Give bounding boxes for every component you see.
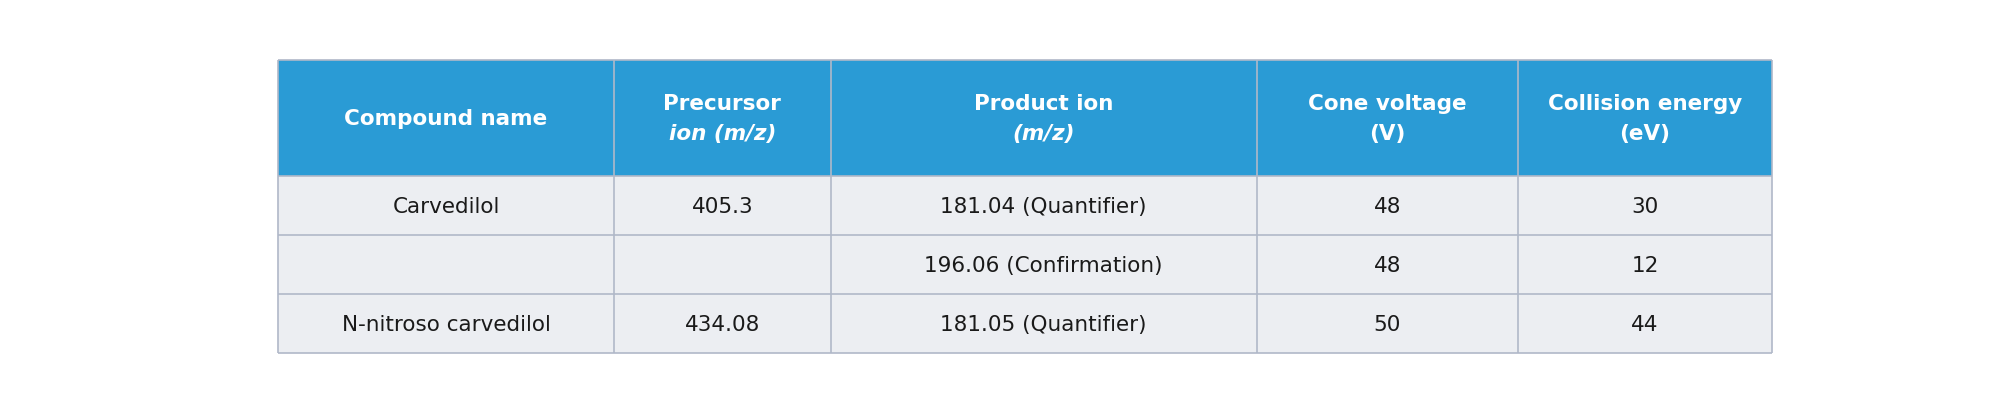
Text: ion (m/z): ion (m/z): [668, 124, 776, 144]
Text: (m/z): (m/z): [1012, 124, 1074, 144]
Text: 181.05 (Quantifier): 181.05 (Quantifier): [940, 314, 1146, 334]
Bar: [1256, 294, 1518, 353]
Bar: [830, 235, 1256, 294]
Bar: [1256, 61, 1518, 177]
Bar: [1518, 61, 1772, 177]
Bar: [1256, 177, 1518, 235]
Text: 48: 48: [1374, 255, 1402, 275]
Text: Collision energy: Collision energy: [1548, 93, 1742, 114]
Bar: [830, 61, 1256, 177]
Text: 196.06 (Confirmation): 196.06 (Confirmation): [924, 255, 1162, 275]
Text: 44: 44: [1632, 314, 1658, 334]
Bar: [614, 61, 830, 177]
Text: 30: 30: [1632, 196, 1658, 216]
Text: Carvedilol: Carvedilol: [392, 196, 500, 216]
Text: Precursor: Precursor: [664, 93, 782, 114]
Text: 405.3: 405.3: [692, 196, 754, 216]
Bar: [278, 177, 614, 235]
Text: 181.04 (Quantifier): 181.04 (Quantifier): [940, 196, 1146, 216]
Text: 48: 48: [1374, 196, 1402, 216]
Text: 50: 50: [1374, 314, 1402, 334]
Bar: [278, 294, 614, 353]
Bar: [1518, 294, 1772, 353]
Text: Compound name: Compound name: [344, 109, 548, 129]
Bar: [1518, 235, 1772, 294]
Bar: [278, 235, 614, 294]
Bar: [614, 294, 830, 353]
Text: 12: 12: [1632, 255, 1658, 275]
Text: (eV): (eV): [1620, 124, 1670, 144]
Text: Product ion: Product ion: [974, 93, 1114, 114]
Text: N-nitroso carvedilol: N-nitroso carvedilol: [342, 314, 550, 334]
Bar: [278, 61, 614, 177]
Text: (V): (V): [1370, 124, 1406, 144]
Bar: [1256, 235, 1518, 294]
Bar: [614, 235, 830, 294]
Bar: [1518, 177, 1772, 235]
Bar: [830, 177, 1256, 235]
Bar: [614, 177, 830, 235]
Bar: [830, 294, 1256, 353]
Text: Cone voltage: Cone voltage: [1308, 93, 1466, 114]
Text: 434.08: 434.08: [684, 314, 760, 334]
